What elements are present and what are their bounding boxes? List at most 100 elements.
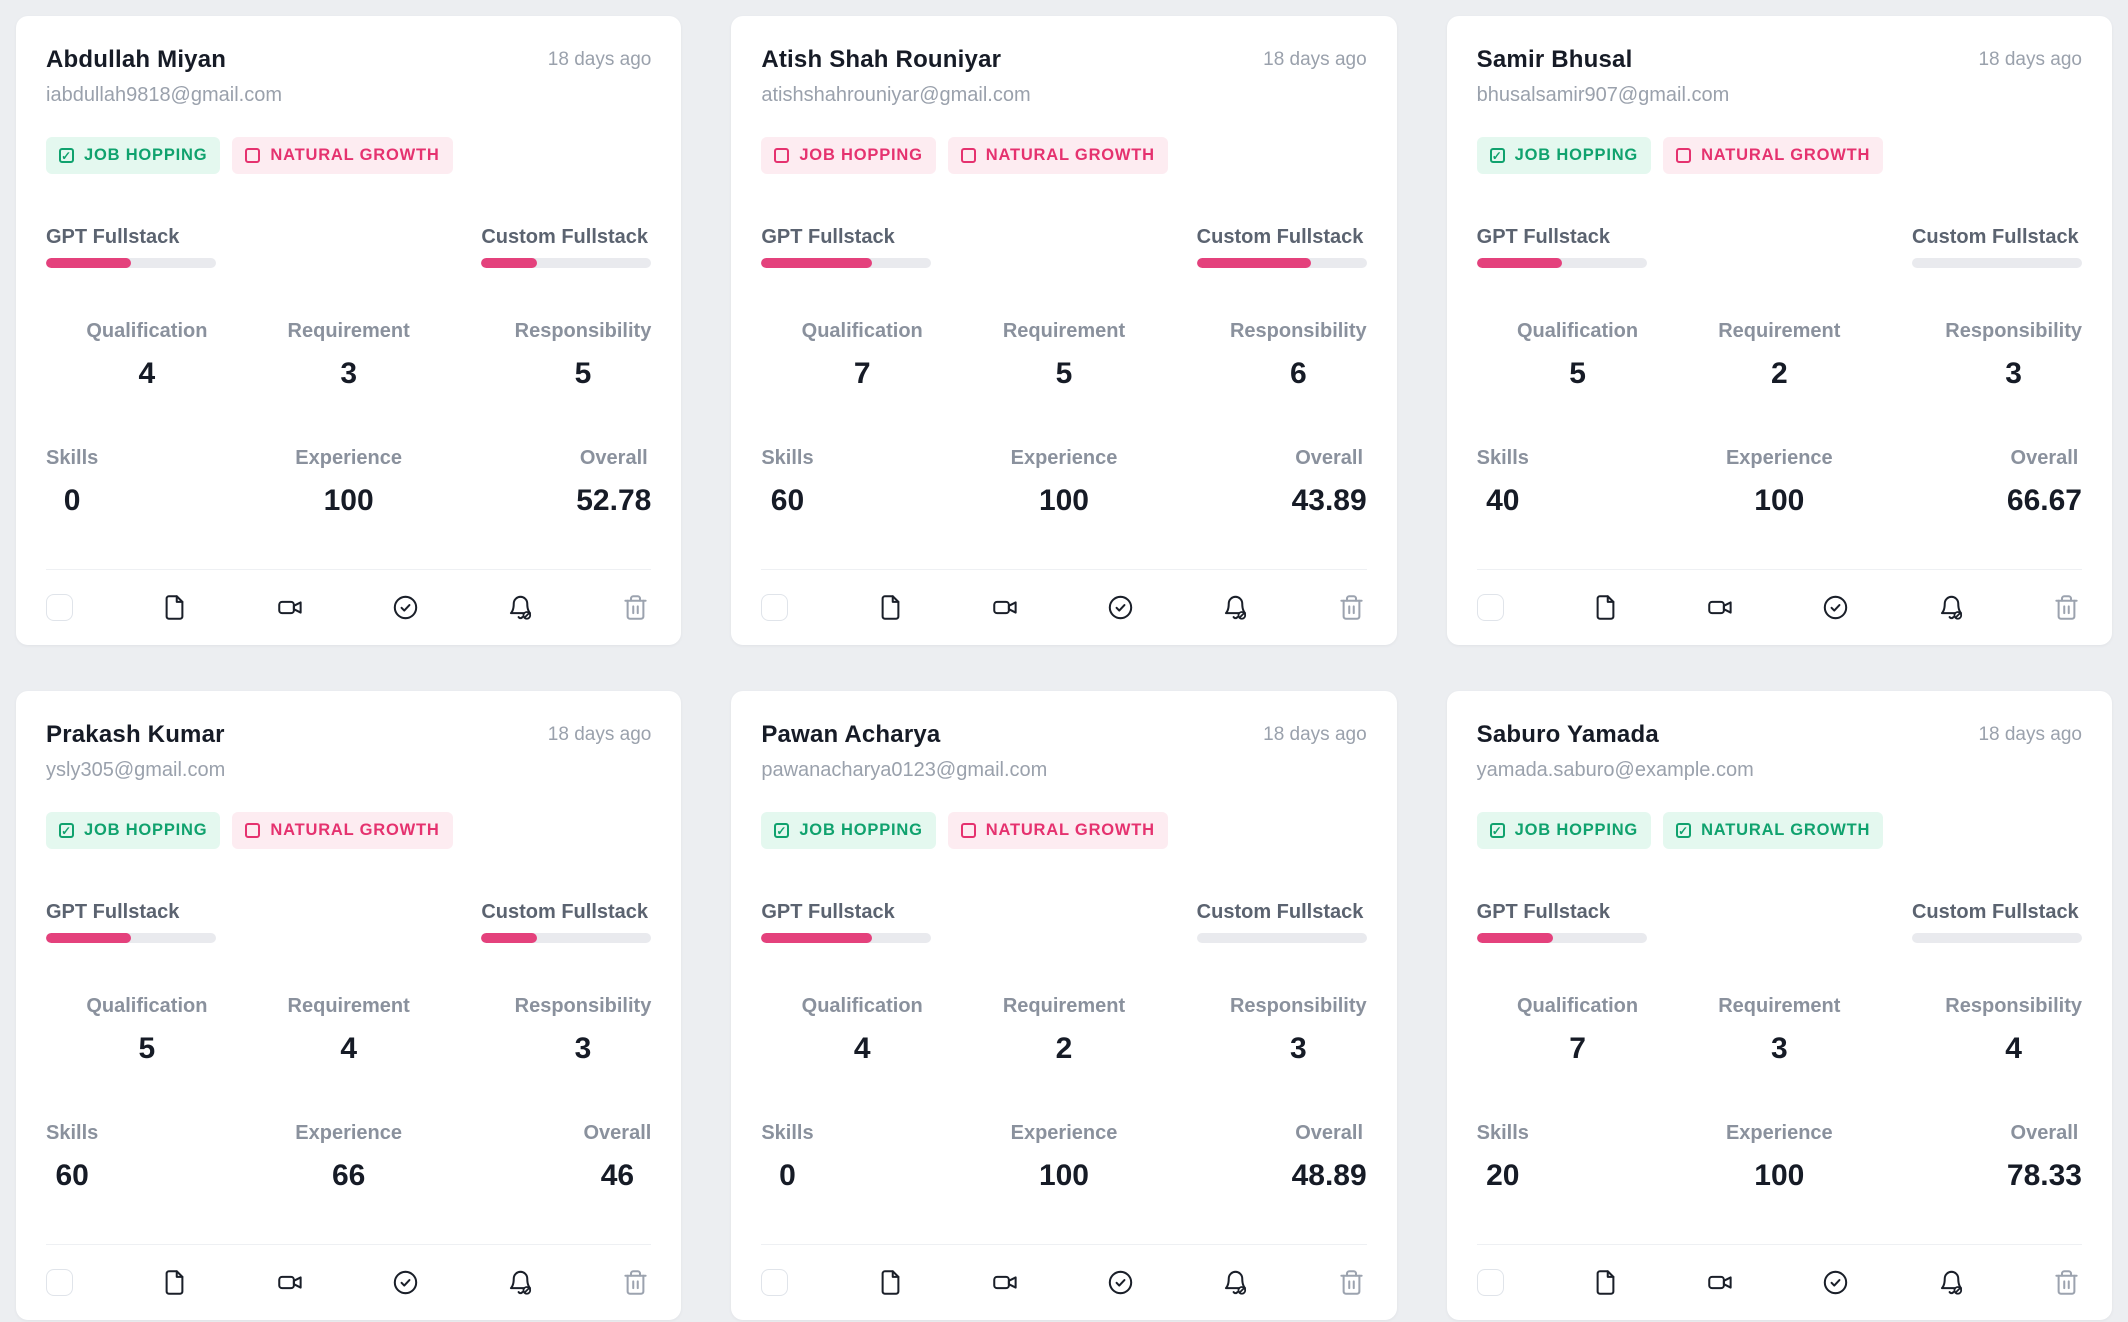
select-checkbox[interactable] — [761, 594, 789, 621]
actions-row — [46, 1265, 651, 1298]
footer-divider — [761, 1244, 1367, 1245]
trash-icon[interactable] — [622, 594, 649, 621]
stat-qualification: Qualification 4 — [801, 995, 923, 1065]
score-bars: GPT Fullstack Custom Fullstack — [761, 901, 1367, 943]
card-header: Abdullah Miyan 18 days ago — [46, 46, 651, 74]
badge-job-hopping[interactable]: ✓ JOB HOPPING — [46, 812, 221, 849]
bell-off-icon[interactable] — [1222, 594, 1249, 621]
video-icon[interactable] — [1707, 1269, 1734, 1296]
stats-grid: Qualification 4 Requirement 3 Responsibi… — [46, 320, 651, 518]
badge-job-hopping[interactable]: JOB HOPPING — [761, 137, 936, 174]
file-icon[interactable] — [161, 594, 188, 621]
badges-row: ✓ JOB HOPPING NATURAL GROWTH — [1476, 137, 2082, 174]
badge-natural-growth[interactable]: ✓ NATURAL GROWTH — [1663, 812, 1884, 849]
video-icon[interactable] — [277, 1269, 304, 1296]
custom-bar-track — [481, 933, 652, 943]
badge-label: JOB HOPPING — [84, 821, 208, 839]
trash-icon[interactable] — [2053, 594, 2080, 621]
stat-overall: Overall 52.78 — [576, 447, 652, 517]
select-checkbox[interactable] — [761, 1269, 789, 1296]
badge-natural-growth[interactable]: NATURAL GROWTH — [232, 137, 453, 174]
custom-fullstack-bar: Custom Fullstack — [481, 226, 652, 268]
file-icon[interactable] — [1592, 1269, 1619, 1296]
check-circle-icon[interactable] — [392, 1269, 419, 1296]
video-icon[interactable] — [992, 1269, 1019, 1296]
stat-overall: Overall 43.89 — [1291, 447, 1367, 517]
score-bars: GPT Fullstack Custom Fullstack — [1476, 226, 2082, 268]
stat-requirement: Requirement 3 — [287, 320, 410, 390]
select-checkbox[interactable] — [1476, 1269, 1504, 1296]
gpt-fullstack-bar: GPT Fullstack — [1476, 901, 1647, 943]
stat-overall: Overall 48.89 — [1291, 1122, 1367, 1192]
bell-off-icon[interactable] — [1222, 1269, 1249, 1296]
custom-fullstack-bar: Custom Fullstack — [1196, 901, 1367, 943]
custom-bar-track — [1911, 258, 2082, 268]
score-bars: GPT Fullstack Custom Fullstack — [46, 901, 652, 943]
file-icon[interactable] — [1592, 594, 1619, 621]
select-checkbox[interactable] — [46, 594, 73, 621]
badge-label: JOB HOPPING — [799, 146, 923, 164]
card-footer — [46, 1244, 652, 1298]
stat-responsibility: Responsibility 6 — [1229, 320, 1367, 390]
stat-skills: Skills 0 — [46, 447, 99, 517]
file-icon[interactable] — [877, 594, 904, 621]
card-footer — [1476, 1244, 2082, 1298]
bell-off-icon[interactable] — [1938, 1269, 1965, 1296]
custom-fullstack-label: Custom Fullstack — [481, 226, 649, 248]
badge-natural-growth[interactable]: NATURAL GROWTH — [1663, 137, 1884, 174]
check-circle-icon[interactable] — [1107, 594, 1134, 621]
video-icon[interactable] — [992, 594, 1019, 621]
trash-icon[interactable] — [1338, 594, 1365, 621]
bell-off-icon[interactable] — [507, 594, 534, 621]
stat-skills: Skills 20 — [1476, 1122, 1529, 1192]
stat-qualification: Qualification 7 — [1516, 995, 1639, 1065]
video-icon[interactable] — [277, 594, 304, 621]
bell-off-icon[interactable] — [507, 1269, 534, 1296]
file-icon[interactable] — [161, 1269, 188, 1296]
trash-icon[interactable] — [622, 1269, 649, 1296]
badge-natural-growth[interactable]: NATURAL GROWTH — [947, 137, 1168, 174]
trash-icon[interactable] — [1338, 1269, 1365, 1296]
candidate-email: pawanacharya0123@gmail.com — [761, 759, 1048, 781]
gpt-bar-fill — [46, 258, 131, 268]
custom-bar-fill — [1196, 258, 1311, 268]
actions-row — [1476, 590, 2082, 623]
timestamp: 18 days ago — [547, 724, 652, 745]
stat-overall: Overall 78.33 — [2006, 1122, 2082, 1192]
select-checkbox[interactable] — [46, 1269, 73, 1296]
file-icon[interactable] — [877, 1269, 904, 1296]
badges-row: ✓ JOB HOPPING NATURAL GROWTH — [46, 812, 651, 849]
stat-qualification: Qualification 5 — [1516, 320, 1639, 390]
stat-experience: Experience 100 — [1010, 1122, 1118, 1192]
gpt-bar-fill — [1476, 258, 1562, 268]
custom-fullstack-label: Custom Fullstack — [1196, 901, 1364, 923]
stat-requirement: Requirement 2 — [1718, 320, 1841, 390]
badge-job-hopping[interactable]: ✓ JOB HOPPING — [761, 812, 936, 849]
check-circle-icon[interactable] — [1822, 594, 1849, 621]
badge-job-hopping[interactable]: ✓ JOB HOPPING — [1476, 812, 1652, 849]
badge-natural-growth[interactable]: NATURAL GROWTH — [232, 812, 453, 849]
badge-natural-growth[interactable]: NATURAL GROWTH — [947, 812, 1168, 849]
candidate-name: Saburo Yamada — [1476, 721, 1659, 748]
check-circle-icon[interactable] — [392, 594, 419, 621]
custom-fullstack-bar: Custom Fullstack — [1911, 226, 2082, 268]
gpt-fullstack-label: GPT Fullstack — [46, 901, 180, 923]
trash-icon[interactable] — [2053, 1269, 2080, 1296]
card-header: Pawan Acharya 18 days ago — [761, 721, 1366, 749]
gpt-bar-track — [46, 258, 216, 268]
video-icon[interactable] — [1707, 594, 1734, 621]
stats-grid: Qualification 7 Requirement 3 Responsibi… — [1477, 995, 2082, 1193]
candidate-email: iabdullah9818@gmail.com — [46, 84, 282, 106]
bell-off-icon[interactable] — [1938, 594, 1965, 621]
badge-checkbox-icon — [960, 148, 976, 163]
check-circle-icon[interactable] — [1107, 1269, 1134, 1296]
check-circle-icon[interactable] — [1822, 1269, 1849, 1296]
badge-job-hopping[interactable]: ✓ JOB HOPPING — [1476, 137, 1652, 174]
cards-grid: Abdullah Miyan 18 days ago iabdullah9818… — [16, 16, 2112, 1320]
stats-grid: Qualification 5 Requirement 2 Responsibi… — [1477, 320, 2082, 518]
badge-job-hopping[interactable]: ✓ JOB HOPPING — [46, 137, 221, 174]
select-checkbox[interactable] — [1476, 594, 1504, 621]
badge-label: NATURAL GROWTH — [985, 146, 1155, 164]
badge-label: NATURAL GROWTH — [1701, 821, 1871, 839]
custom-bar-track — [1196, 933, 1367, 943]
